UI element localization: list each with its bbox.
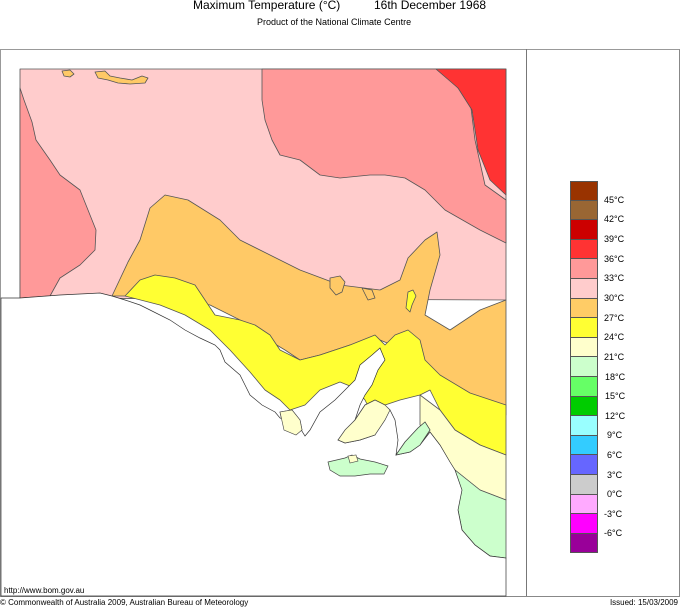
legend-label: 21°C [604,352,625,362]
legend-label: 3°C [607,470,623,480]
source-link[interactable]: http://www.bom.gov.au [4,586,85,595]
legend-swatch [570,259,598,279]
legend-label: 36°C [604,254,625,264]
legend-divider [526,49,527,596]
zone-36-39 [435,68,507,196]
legend-swatch [570,357,598,377]
legend-label: 45°C [604,195,625,205]
legend-label: 33°C [604,273,625,283]
chart-title: Maximum Temperature (°C) [193,0,341,12]
legend-swatch [570,494,598,515]
legend-swatch [570,435,598,456]
legend-label: 6°C [607,450,623,460]
legend-label: 24°C [604,332,625,342]
legend-swatch [570,396,598,417]
legend-color-bar [570,181,598,554]
zone-33-36-north [261,68,507,244]
legend-label: 0°C [607,489,623,499]
legend-swatch [570,533,598,554]
issued-date: Issued: 15/03/2009 [609,598,678,607]
ocean [0,292,507,597]
legend-label: 27°C [604,313,625,323]
legend-swatch [570,298,598,319]
legend-label: 18°C [605,372,626,382]
legend-swatch [570,318,598,338]
zone-33-36-west [19,87,97,299]
legend-label: 15°C [605,391,626,401]
legend-swatch [570,200,598,221]
legend-swatch [570,416,598,436]
legend-label: 39°C [604,234,625,244]
legend-label: -6°C [604,528,623,538]
legend-swatch [570,455,598,475]
legend-swatch [570,239,598,260]
legend-swatch [570,220,598,240]
chart-date: 16th December 1968 [374,0,487,12]
legend-swatch [570,278,598,299]
legend-label: 42°C [604,214,625,224]
legend-swatch [570,474,598,495]
legend-swatch [570,376,598,397]
chart-subtitle: Product of the National Climate Centre [257,17,412,27]
legend-label: 12°C [605,411,626,421]
legend-label: 30°C [604,293,625,303]
legend-swatch [570,181,598,201]
legend-swatch [570,337,598,358]
legend-label: -3°C [604,509,623,519]
legend-label: 9°C [607,430,623,440]
legend-swatch [570,514,598,534]
copyright-text: © Commonwealth of Australia 2009, Austra… [0,598,249,607]
